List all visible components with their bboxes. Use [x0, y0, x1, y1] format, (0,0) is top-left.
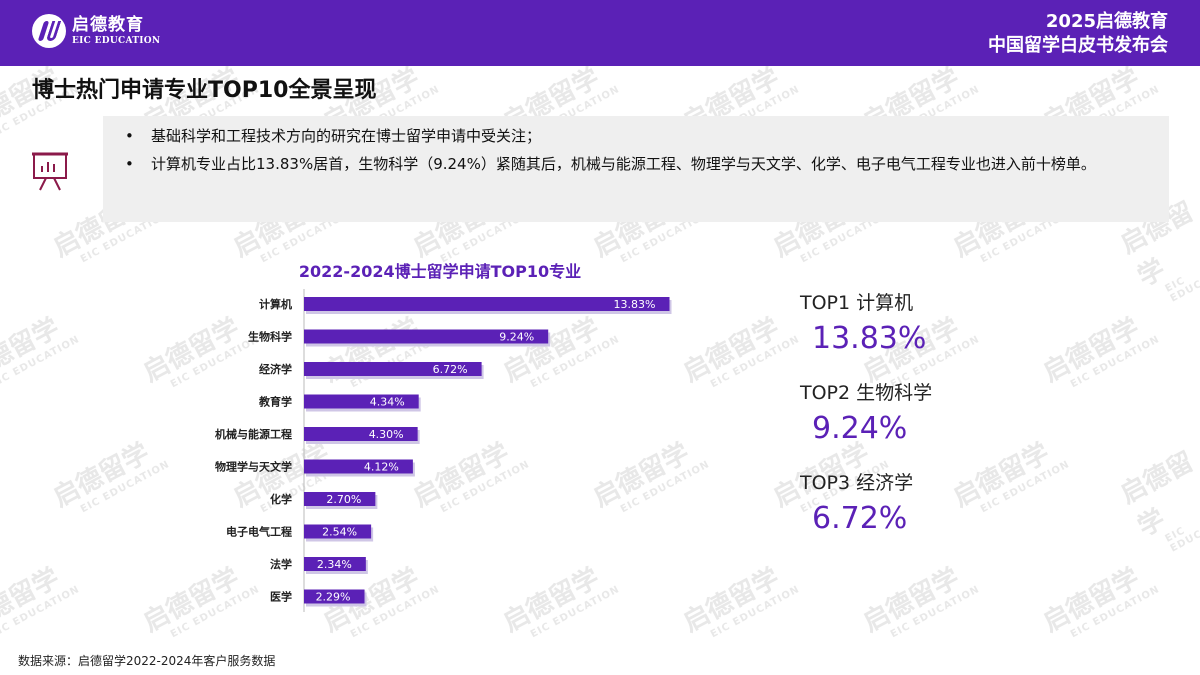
data-label: 2.29% — [316, 591, 351, 604]
data-label: 4.12% — [364, 461, 399, 474]
bar — [304, 589, 365, 604]
bar — [304, 427, 418, 441]
brand-name-en: EIC EDUCATION — [72, 35, 161, 46]
highlight-label: TOP2 生物科学 — [800, 382, 933, 404]
y-tick-label: 化学 — [270, 492, 292, 506]
data-label: 6.72% — [433, 363, 468, 376]
bullet-item: 基础科学和工程技术方向的研究在博士留学申请中受关注； — [125, 122, 1169, 150]
data-label: 13.83% — [614, 298, 656, 311]
bullet-item: 计算机专业占比13.83%居首，生物科学（9.24%）紧随其后，机械与能源工程、… — [125, 150, 1169, 178]
bar — [304, 524, 372, 539]
y-tick-label: 电子电气工程 — [226, 525, 292, 539]
data-label: 9.24% — [499, 331, 534, 344]
highlight-label: TOP3 经济学 — [800, 472, 914, 494]
highlight-label: TOP1 计算机 — [800, 292, 914, 314]
data-label: 2.70% — [326, 493, 361, 506]
data-label: 4.30% — [369, 428, 404, 441]
y-tick-label: 医学 — [270, 590, 292, 604]
data-label: 2.54% — [322, 526, 357, 539]
bar — [304, 492, 376, 506]
bar — [304, 394, 419, 409]
brand-logo: 启德教育 EIC EDUCATION — [32, 14, 160, 48]
y-tick-label: 计算机 — [259, 297, 292, 311]
highlight-value: 13.83% — [812, 321, 927, 356]
chart-title: 2022-2024博士留学申请TOP10专业 — [298, 262, 582, 281]
brand-logo-icon — [32, 14, 66, 48]
y-tick-label: 物理学与天文学 — [215, 460, 292, 474]
brand-name: 启德教育 — [72, 14, 144, 35]
y-tick-label: 经济学 — [259, 362, 292, 376]
bar — [304, 329, 549, 344]
bar — [304, 362, 482, 376]
key-points-box: 基础科学和工程技术方向的研究在博士留学申请中受关注； 计算机专业占比13.83%… — [103, 116, 1169, 222]
event-title-line1: 2025启德教育 — [1045, 11, 1168, 32]
page-title: 博士热门申请专业TOP10全景呈现 — [32, 78, 377, 103]
event-title-line2: 中国留学白皮书发布会 — [988, 35, 1168, 56]
highlight-value: 9.24% — [812, 411, 908, 446]
bar — [304, 297, 670, 311]
data-label: 4.34% — [370, 396, 405, 409]
highlight-top2: TOP2 生物科学 9.24% — [800, 378, 1100, 468]
bar-chart: 计算机 13.83% 生物科学 9.24% 经济学 6.72% 教育学 4.34% 机械与能源工… — [215, 289, 672, 612]
presentation-board-icon — [32, 152, 68, 191]
bar — [304, 557, 366, 571]
y-tick-label: 法学 — [270, 557, 292, 571]
highlight-top3: TOP3 经济学 6.72% — [800, 468, 1100, 558]
data-source-note: 数据来源：启德留学2022-2024年客户服务数据 — [18, 654, 276, 668]
event-title: 2025启德教育 中国留学白皮书发布会 — [988, 10, 1168, 58]
header-bar: 启德教育 EIC EDUCATION 2025启德教育 中国留学白皮书发布会 — [0, 0, 1200, 66]
highlights-panel: TOP1 计算机 13.83% TOP2 生物科学 9.24% TOP3 经济学… — [800, 288, 1100, 558]
y-tick-label: 教育学 — [258, 395, 292, 409]
y-tick-label: 生物科学 — [248, 330, 292, 344]
highlight-value: 6.72% — [812, 501, 908, 536]
data-label: 2.34% — [317, 558, 352, 571]
y-tick-label: 机械与能源工程 — [215, 427, 292, 441]
bar — [304, 459, 413, 474]
highlight-top1: TOP1 计算机 13.83% — [800, 288, 1100, 378]
